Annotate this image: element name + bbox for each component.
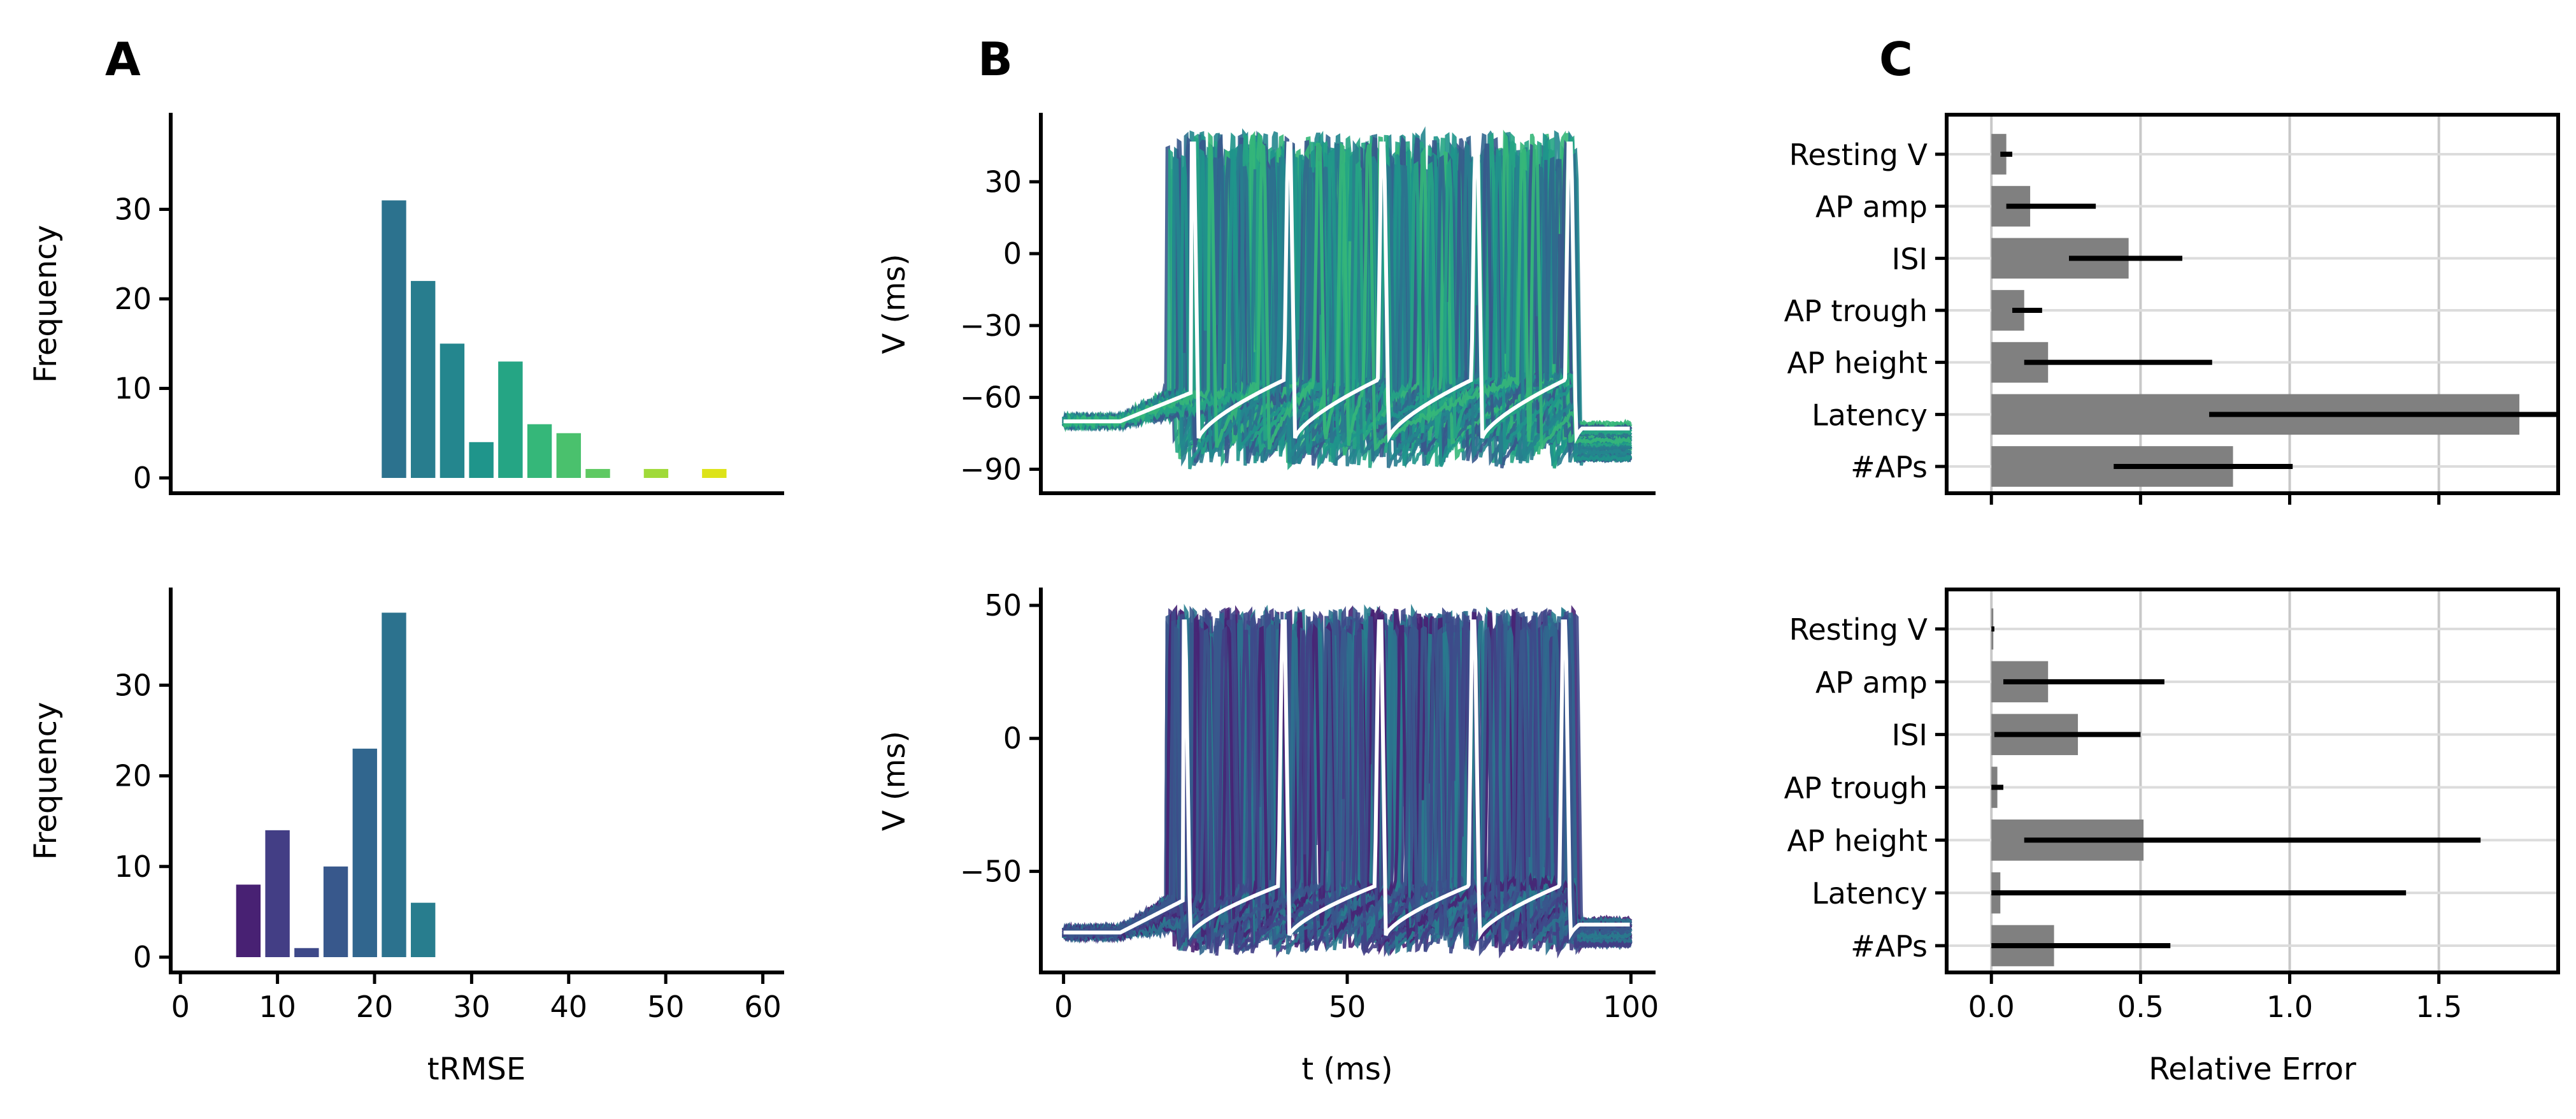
x-tick-label: 0 — [1054, 990, 1073, 1024]
x-axis-label: Relative Error — [2149, 1051, 2356, 1087]
trace-population — [1062, 603, 1633, 959]
category-label: ISI — [1892, 242, 1928, 276]
category-label: Latency — [1812, 876, 1928, 911]
y-axis-label: Frequency — [28, 225, 64, 383]
errors-top-chart: Resting V AP amp ISI AP trough AP height Late… — [1784, 113, 2560, 505]
y-tick-label: 0 — [133, 461, 152, 495]
histogram-bar — [440, 343, 465, 478]
x-tick-label: 60 — [744, 990, 782, 1024]
target-trace — [1063, 141, 1630, 444]
y-tick-label: 30 — [984, 164, 1022, 199]
errors-plot-frame — [1945, 113, 2560, 495]
population-trace — [1063, 623, 1633, 942]
y-tick-label: 10 — [114, 849, 152, 884]
x-tick-label: 10 — [259, 990, 296, 1024]
category-label: AP amp — [1815, 190, 1928, 224]
y-tick-label: 30 — [114, 192, 152, 227]
y-tick-label: −30 — [960, 308, 1022, 343]
histogram-bar — [352, 748, 377, 957]
panel-letter-a: A — [105, 32, 141, 86]
histogram-bar — [556, 433, 581, 478]
x-tick-label: 30 — [453, 990, 490, 1024]
histogram-bar — [382, 612, 406, 957]
x-tick-label: 1.0 — [2266, 990, 2313, 1024]
histogram-bar — [323, 866, 348, 957]
y-axis-label: V (ms) — [877, 731, 912, 831]
category-label: Latency — [1812, 398, 1928, 432]
y-axis-label: Frequency — [28, 702, 64, 860]
y-tick-label: 50 — [984, 588, 1022, 623]
histogram-bar — [294, 948, 319, 957]
errors-plot-frame — [1945, 588, 2560, 974]
category-label: Resting V — [1789, 138, 1928, 172]
y-tick-label: 20 — [114, 759, 152, 793]
trace-population — [1062, 126, 1633, 470]
x-tick-label: 50 — [647, 990, 685, 1024]
y-tick-label: 10 — [114, 372, 152, 406]
category-label: Resting V — [1789, 612, 1928, 647]
y-axis-label: V (ms) — [877, 254, 912, 354]
category-label: ISI — [1892, 718, 1928, 753]
x-axis-label: t (ms) — [1301, 1051, 1392, 1087]
category-label: AP amp — [1815, 665, 1928, 700]
y-tick-label: 0 — [1003, 236, 1022, 271]
panel-letter-b: B — [978, 32, 1013, 86]
category-label: AP trough — [1784, 771, 1928, 805]
histogram-bar — [527, 424, 552, 478]
histogram-bar — [410, 902, 436, 957]
y-tick-label: 0 — [1003, 721, 1022, 756]
histogram-bottom-chart: 0 10 20 30 0 10 20 30 40 50 60 Frequency tRMSE — [28, 588, 784, 1087]
target-trace — [1063, 619, 1630, 941]
x-tick-label: 0.5 — [2117, 990, 2164, 1024]
histogram-top-chart: 0 10 20 30 Frequency — [28, 113, 784, 495]
traces-top-chart: −90 −60 −30 0 30 V (ms) — [877, 113, 1656, 495]
x-tick-label: 0.0 — [1968, 990, 2015, 1024]
x-tick-label: 0 — [171, 990, 190, 1024]
histogram-bar — [585, 468, 610, 478]
histogram-bar — [498, 361, 523, 478]
histogram-bar — [236, 884, 261, 957]
category-label: AP height — [1787, 823, 1928, 858]
y-tick-label: −90 — [960, 452, 1022, 486]
histogram-bar — [382, 200, 406, 478]
y-tick-label: 30 — [114, 668, 152, 702]
x-axis-label: tRMSE — [427, 1051, 526, 1087]
category-label: AP trough — [1784, 294, 1928, 328]
category-label: #APs — [1850, 450, 1928, 484]
category-label: #APs — [1850, 929, 1928, 964]
error-bar-0 — [1991, 134, 2007, 175]
histogram-bar — [410, 280, 436, 478]
x-tick-label: 50 — [1329, 990, 1366, 1024]
x-tick-label: 20 — [356, 990, 394, 1024]
errors-bottom-chart: Resting V AP amp ISI AP trough AP height Late… — [1784, 588, 2560, 1087]
histogram-bar — [702, 468, 727, 478]
x-tick-label: 40 — [550, 990, 587, 1024]
y-tick-label: 20 — [114, 282, 152, 316]
population-trace — [1063, 140, 1632, 452]
y-tick-label: 0 — [133, 940, 152, 974]
histogram-bar — [469, 442, 494, 478]
histogram-bar — [643, 468, 669, 478]
y-tick-label: −50 — [960, 854, 1022, 888]
histogram-bar — [265, 830, 290, 957]
y-tick-label: −60 — [960, 380, 1022, 415]
panel-letter-c: C — [1879, 32, 1913, 86]
category-label: AP height — [1787, 346, 1928, 380]
traces-bottom-chart: −50 0 50 0 50 100 V (ms) t (ms) — [877, 588, 1659, 1087]
x-tick-label: 1.5 — [2415, 990, 2462, 1024]
x-tick-label: 100 — [1603, 990, 1659, 1024]
